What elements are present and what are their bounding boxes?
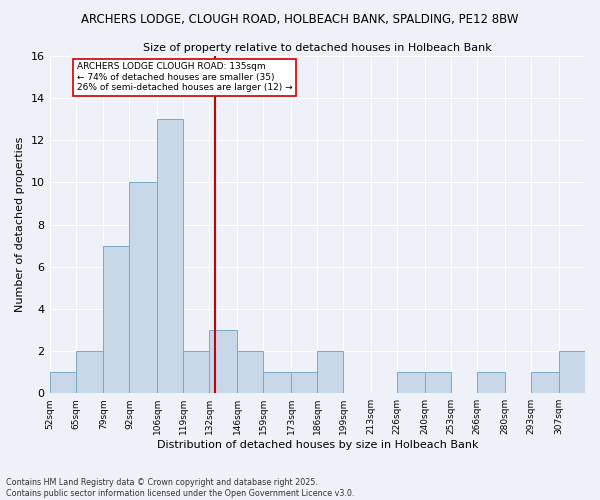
Bar bbox=[157, 120, 184, 393]
Bar bbox=[50, 372, 76, 393]
Text: ARCHERS LODGE, CLOUGH ROAD, HOLBEACH BANK, SPALDING, PE12 8BW: ARCHERS LODGE, CLOUGH ROAD, HOLBEACH BAN… bbox=[81, 12, 519, 26]
Bar bbox=[291, 372, 317, 393]
Bar bbox=[317, 351, 343, 393]
Y-axis label: Number of detached properties: Number of detached properties bbox=[15, 137, 25, 312]
Bar bbox=[559, 351, 585, 393]
Bar bbox=[103, 246, 130, 393]
Bar bbox=[184, 351, 209, 393]
Bar bbox=[130, 182, 157, 393]
Bar bbox=[209, 330, 238, 393]
Bar bbox=[238, 351, 263, 393]
Bar bbox=[397, 372, 425, 393]
Bar bbox=[263, 372, 291, 393]
Bar bbox=[76, 351, 103, 393]
Bar bbox=[425, 372, 451, 393]
Bar bbox=[531, 372, 559, 393]
Bar bbox=[477, 372, 505, 393]
X-axis label: Distribution of detached houses by size in Holbeach Bank: Distribution of detached houses by size … bbox=[157, 440, 478, 450]
Title: Size of property relative to detached houses in Holbeach Bank: Size of property relative to detached ho… bbox=[143, 42, 491, 52]
Text: ARCHERS LODGE CLOUGH ROAD: 135sqm
← 74% of detached houses are smaller (35)
26% : ARCHERS LODGE CLOUGH ROAD: 135sqm ← 74% … bbox=[77, 62, 292, 92]
Text: Contains HM Land Registry data © Crown copyright and database right 2025.
Contai: Contains HM Land Registry data © Crown c… bbox=[6, 478, 355, 498]
